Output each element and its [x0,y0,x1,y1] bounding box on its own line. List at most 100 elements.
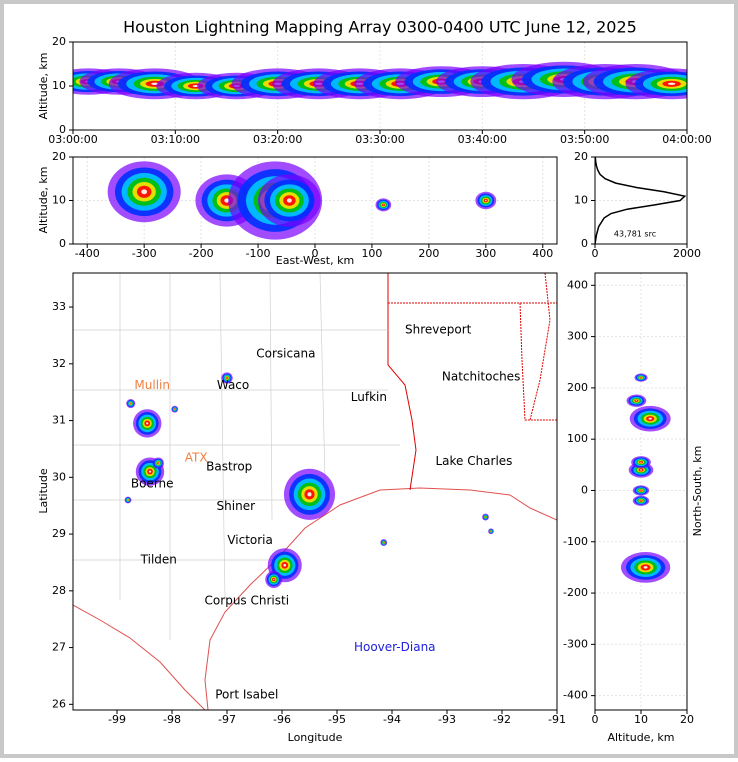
y-tick-label: 33 [52,300,66,313]
x-tick-label: -300 [132,247,157,260]
density-ring [640,490,641,491]
annotation: 43,781 src [614,230,656,239]
x-tick-label: -200 [189,247,214,260]
x-tick-label: 03:40:00 [458,133,507,146]
x-tick-label: 100 [361,247,382,260]
x-tick-label: 03:20:00 [253,133,302,146]
source-cluster [627,395,647,407]
y-tick-label: 32 [52,357,66,370]
y-tick-label: 27 [52,641,66,654]
place-label: Bastrop [206,460,252,474]
density-ring [158,463,159,464]
density-ring [649,418,652,420]
x-tick-label: 0 [592,247,599,260]
x-tick-label: 10 [634,713,648,726]
y-axis-label: Altitude, km [37,166,50,233]
y-tick-label: 0 [59,123,66,136]
source-cluster [633,496,649,506]
x-tick-label: 20 [680,713,694,726]
density-ring [383,542,384,543]
density-ring [640,469,642,470]
x-tick-label: 03:30:00 [355,133,404,146]
y-tick-label: 200 [567,381,588,394]
density-ring [149,471,151,473]
density-ring [146,422,148,424]
place-label: ATX [185,451,208,465]
x-tick-label: 03:10:00 [151,133,200,146]
y-tick-label: -100 [563,535,588,548]
y-tick-label: 0 [581,483,588,496]
source-cluster [380,539,387,546]
source-cluster [625,68,717,99]
x-axis-label: Longitude [288,731,343,744]
density-ring [287,198,292,202]
y-tick-label: 10 [574,194,588,207]
y-tick-label: 30 [52,470,66,483]
source-cluster [634,374,647,382]
source-cluster [482,514,489,521]
place-label: Victoria [227,533,273,547]
x-tick-label: -98 [163,713,181,726]
place-label: Boerne [131,477,174,491]
density-ring [273,579,274,580]
y-tick-label: -400 [563,689,588,702]
x-tick-label: -97 [218,713,236,726]
place-label: Port Isabel [215,688,278,702]
place-label: Corpus Christi [205,594,290,608]
x-tick-label: 2000 [673,247,701,260]
x-tick-label: -400 [75,247,100,260]
density-ring [485,517,486,518]
x-axis-label: Altitude, km [607,731,674,744]
y-tick-label: 10 [52,79,66,92]
density-ring [128,500,129,501]
source-cluster [633,485,649,495]
y-tick-label: -200 [563,586,588,599]
place-label: Corsicana [256,347,315,361]
y-tick-label: 10 [52,194,66,207]
density-ring [307,492,311,496]
source-cluster [284,469,335,520]
source-cluster [488,528,494,534]
y-tick-label: 0 [59,237,66,250]
source-cluster [621,552,670,583]
x-tick-label: 04:00:00 [662,133,711,146]
place-label: Hoover-Diana [354,640,436,654]
source-cluster [265,571,282,588]
x-tick-label: 400 [532,247,553,260]
y-tick-label: 0 [581,237,588,250]
density-ring [644,566,648,568]
x-tick-label: -93 [438,713,456,726]
density-ring [485,200,487,201]
source-cluster [126,399,135,408]
place-label: Lake Charles [435,454,512,468]
density-ring [636,400,638,401]
y-tick-label: 20 [52,35,66,48]
density-ring [383,204,384,205]
x-tick-label: 03:50:00 [560,133,609,146]
place-label: Lufkin [351,390,387,404]
x-tick-label: -100 [246,247,271,260]
place-label: Shiner [217,499,256,513]
y-tick-label: 100 [567,432,588,445]
y-axis-label: North-South, km [691,446,704,537]
y-tick-label: 20 [52,150,66,163]
place-label: Natchitoches [442,369,520,383]
density-ring [640,500,641,501]
y-axis-label: Latitude [37,468,50,514]
density-ring [130,403,131,404]
x-tick-label: -94 [383,713,401,726]
y-tick-label: -300 [563,637,588,650]
place-label: Waco [217,378,249,392]
source-cluster [475,192,496,209]
source-cluster [153,457,164,468]
y-axis-label: Altitude, km [37,52,50,119]
y-tick-label: 29 [52,527,66,540]
source-cluster [630,406,671,432]
density-ring [640,462,642,463]
x-axis-label: East-West, km [276,254,354,267]
figure-title: Houston Lightning Mapping Array 0300-040… [123,18,637,37]
source-cluster [108,161,181,222]
density-ring [141,189,147,194]
x-tick-label: -95 [328,713,346,726]
